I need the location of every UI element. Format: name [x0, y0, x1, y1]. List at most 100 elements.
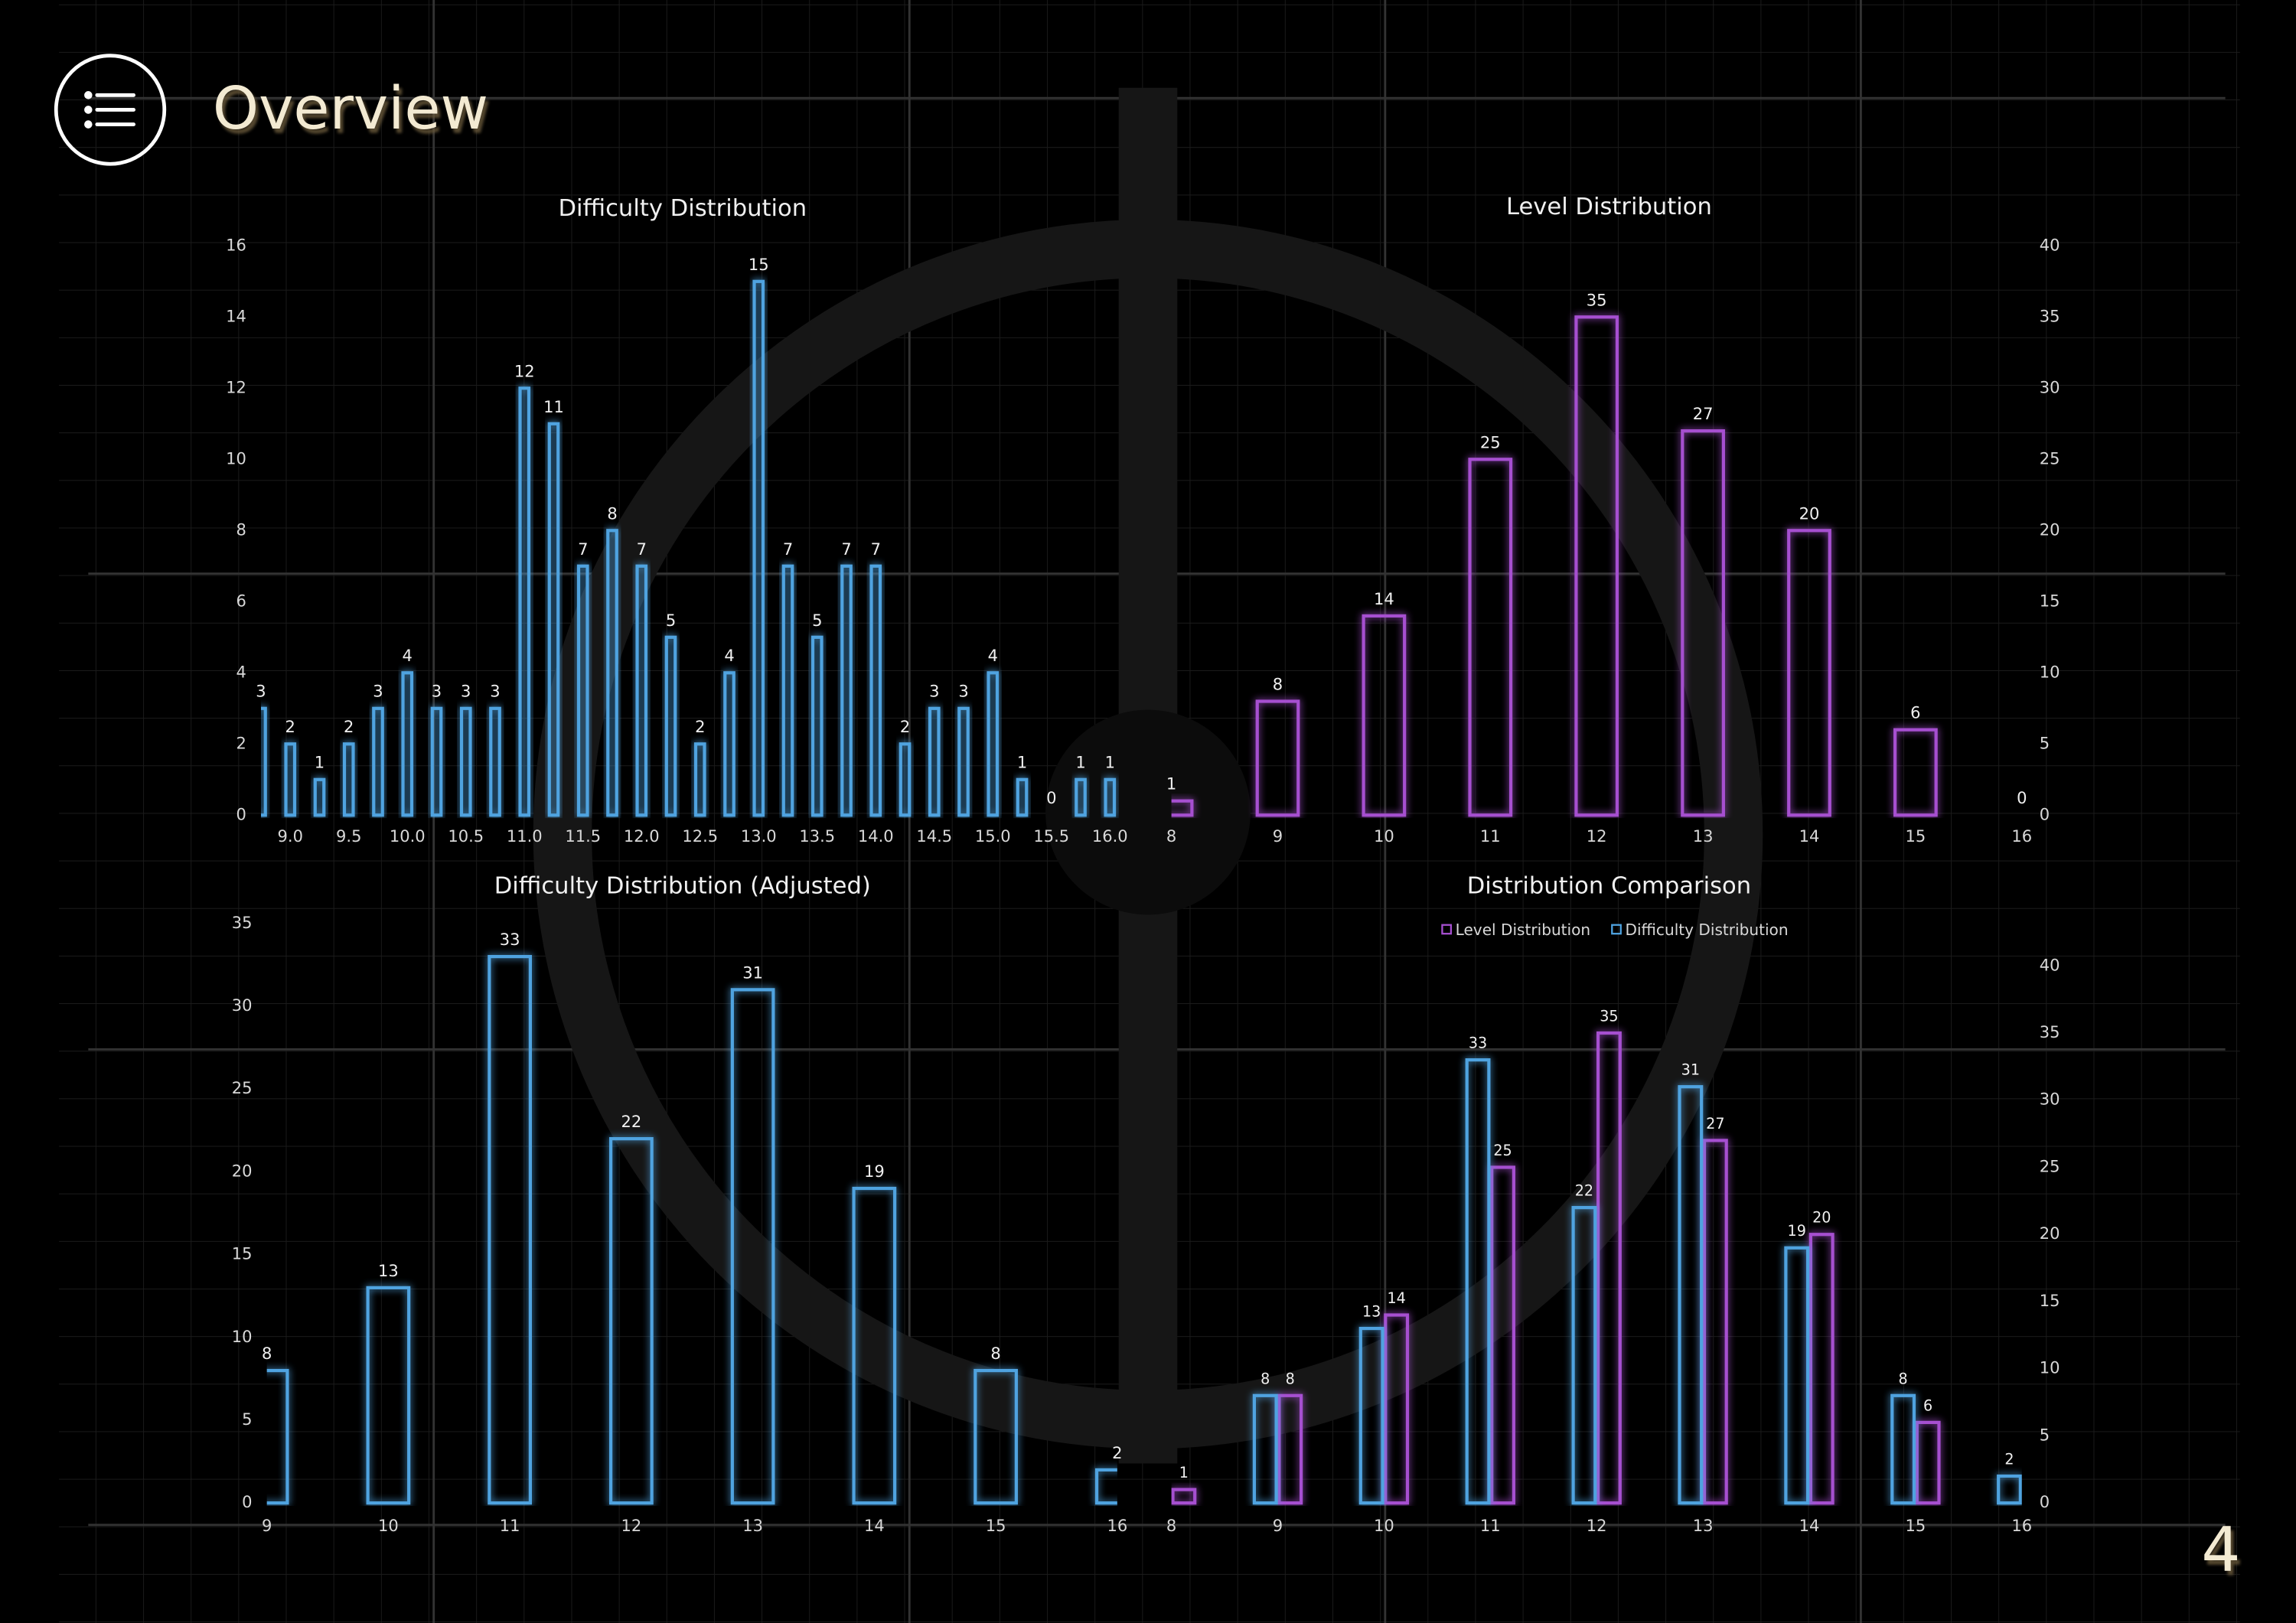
bar	[489, 706, 501, 817]
bar	[957, 706, 970, 817]
x-tick-label: 11	[500, 1516, 520, 1535]
bar	[313, 777, 326, 817]
data-label: 2	[900, 717, 910, 736]
background-logo-dot	[1045, 709, 1251, 915]
x-tick-label: 11	[1480, 1516, 1501, 1535]
y-tick-label: 40	[2040, 235, 2060, 254]
y-tick-label: 15	[232, 1244, 253, 1263]
x-tick-label: 13.5	[799, 826, 835, 846]
y-tick-label: 2	[236, 733, 246, 752]
x-tick-label: 12	[621, 1516, 642, 1535]
data-label: 2	[1112, 1443, 1122, 1462]
data-label: 8	[990, 1344, 1000, 1363]
data-label: 33	[1469, 1035, 1487, 1052]
legend-swatch	[1441, 924, 1453, 935]
data-label: 4	[403, 646, 413, 665]
y-tick-label: 20	[2040, 520, 2060, 539]
chart-title: Difficulty Distribution (Adjusted)	[494, 872, 871, 899]
bar	[987, 671, 1000, 817]
x-tick-label: 9	[1273, 826, 1283, 846]
bar	[1094, 1468, 1117, 1505]
data-label: 14	[1387, 1289, 1405, 1307]
menu-icon[interactable]	[84, 91, 136, 129]
y-tick-label: 25	[2040, 448, 2060, 468]
chart-title: Level Distribution	[1506, 194, 1712, 220]
x-tick-label: 13.0	[741, 826, 777, 846]
x-tick-label: 10	[1374, 826, 1394, 846]
data-label: 7	[871, 539, 881, 559]
y-tick-label: 5	[2040, 733, 2050, 752]
bar	[372, 706, 384, 817]
bar	[1252, 1393, 1278, 1505]
data-label: 6	[1910, 703, 1920, 722]
y-tick-label: 10	[226, 448, 246, 468]
data-label: 11	[543, 397, 564, 416]
bar	[1255, 699, 1300, 817]
legend-label: Difficulty Distribution	[1625, 921, 1788, 939]
bar	[693, 742, 706, 817]
y-tick-label: 0	[2040, 1492, 2050, 1511]
data-label: 6	[1923, 1396, 1932, 1414]
x-tick-label: 9	[262, 1516, 272, 1535]
data-label: 2	[344, 717, 354, 736]
bar	[1075, 777, 1087, 817]
bar	[1784, 1246, 1810, 1505]
x-tick-label: 11.0	[507, 826, 543, 846]
x-tick-label: 14	[1799, 1516, 1820, 1535]
x-tick-label: 15	[1906, 1516, 1926, 1535]
data-label: 12	[514, 361, 535, 380]
data-label: 3	[256, 682, 266, 701]
y-tick-label: 10	[2040, 1358, 2060, 1377]
data-label: 3	[929, 682, 939, 701]
data-label: 31	[1681, 1061, 1700, 1079]
bar	[1893, 728, 1938, 817]
bar	[1596, 1031, 1622, 1505]
x-tick-label: 14.0	[858, 826, 894, 846]
plot-area	[1171, 1031, 2022, 1505]
data-label: 1	[315, 753, 325, 772]
data-label: 1	[1017, 753, 1027, 772]
x-tick-label: 13	[1693, 826, 1714, 846]
bar	[1890, 1393, 1916, 1505]
y-tick-label: 0	[242, 1492, 252, 1511]
y-tick-label: 5	[2040, 1425, 2050, 1444]
y-tick-label: 8	[236, 520, 246, 539]
x-tick-label: 14	[1799, 826, 1820, 846]
legend-swatch	[1611, 924, 1622, 935]
x-tick-label: 14	[864, 1516, 885, 1535]
data-label: 0	[1046, 788, 1056, 807]
bar	[1808, 1233, 1835, 1505]
menu-button[interactable]	[54, 54, 167, 166]
x-tick-label: 13	[742, 1516, 763, 1535]
x-tick-label: 15	[986, 1516, 1006, 1535]
data-label: 27	[1693, 404, 1714, 423]
data-label: 35	[1600, 1007, 1618, 1025]
y-tick-label: 30	[2040, 1090, 2060, 1109]
data-label: 7	[783, 539, 793, 559]
y-tick-label: 10	[232, 1327, 253, 1346]
data-label: 5	[666, 611, 676, 630]
bar	[1915, 1420, 1941, 1505]
data-label: 2	[2004, 1451, 2014, 1468]
x-tick-label: 8	[1166, 1516, 1176, 1535]
bar	[284, 742, 297, 817]
bar	[1490, 1165, 1515, 1505]
x-tick-label: 11	[1480, 826, 1501, 846]
x-tick-label: 12	[1587, 826, 1607, 846]
bar	[266, 1368, 289, 1505]
bar	[1468, 458, 1513, 817]
data-label: 33	[500, 930, 520, 949]
data-label: 3	[490, 682, 500, 701]
y-tick-label: 20	[232, 1161, 253, 1180]
x-tick-label: 14.5	[916, 826, 952, 846]
data-label: 4	[988, 646, 998, 665]
bar	[635, 564, 648, 817]
bar	[430, 706, 443, 817]
x-tick-label: 9.0	[278, 826, 303, 846]
data-label: 2	[695, 717, 705, 736]
bar	[1787, 529, 1831, 817]
chart-title: Distribution Comparison	[1467, 872, 1751, 899]
menu-circle[interactable]	[54, 54, 167, 166]
x-tick-label: 9.5	[336, 826, 361, 846]
data-label: 8	[1286, 1370, 1295, 1387]
